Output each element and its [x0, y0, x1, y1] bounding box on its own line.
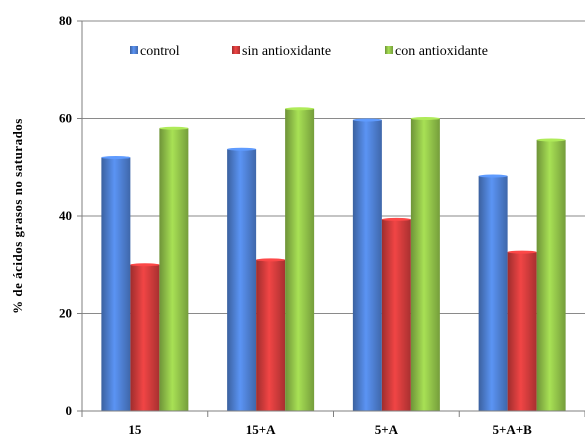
axes [77, 20, 585, 417]
bars [101, 107, 566, 412]
bar-top [410, 117, 440, 120]
legend: control sin antioxidante con antioxidante [130, 44, 488, 59]
y-tick-label: 80 [59, 13, 72, 28]
bar-sin-antioxidante-5+A [381, 219, 411, 411]
legend-label: sin antioxidante [242, 44, 331, 59]
bar-sin-antioxidante-15 [130, 264, 160, 411]
bar-con-antioxidante-5+A [410, 118, 440, 411]
legend-label: con antioxidante [395, 44, 488, 59]
x-tick-label: 15+A [246, 422, 276, 437]
bar-sin-antioxidante-5+A+B [507, 252, 537, 411]
bar-top [381, 217, 411, 221]
y-tick-label: 60 [59, 111, 72, 126]
y-tick-label: 40 [59, 208, 72, 223]
x-tick-label: 15 [128, 422, 142, 437]
legend-swatch [130, 46, 138, 54]
bar-con-antioxidante-15+A [285, 108, 315, 411]
legend-label: control [140, 44, 180, 59]
y-tick-labels: 0 20 40 60 80 [59, 13, 72, 418]
bar-top [507, 250, 537, 254]
bar-control-5+A [352, 119, 382, 412]
bar-control-15+A [227, 149, 257, 411]
bar-top [352, 118, 382, 122]
bar-control-5+A+B [478, 176, 508, 411]
bar-top [130, 263, 160, 267]
y-axis-label: % de ácidos grasos no saturados [10, 118, 25, 314]
bar-con-antioxidante-5+A+B [536, 139, 566, 411]
y-tick-label: 20 [59, 306, 72, 321]
legend-item: con antioxidante [385, 44, 488, 59]
bar-top [536, 138, 566, 142]
legend-swatch [232, 46, 240, 54]
legend-item: sin antioxidante [232, 44, 331, 59]
bar-top [285, 107, 315, 111]
x-tick-label: 5+A+B [492, 422, 532, 437]
x-tick-label: 5+A [375, 422, 399, 437]
bar-top [478, 174, 508, 178]
bar-con-antioxidante-15 [159, 128, 189, 411]
bar-control-15 [101, 157, 131, 411]
x-tick-labels: 15 15+A 5+A 5+A+B [128, 422, 532, 437]
bar-top [159, 126, 189, 130]
y-tick-label: 0 [66, 403, 73, 418]
legend-item: control [130, 44, 180, 59]
bar-top [227, 147, 257, 151]
bar-top [101, 156, 131, 159]
bar-top [256, 258, 286, 262]
bar-sin-antioxidante-15+A [256, 259, 286, 411]
legend-swatch [385, 46, 393, 54]
